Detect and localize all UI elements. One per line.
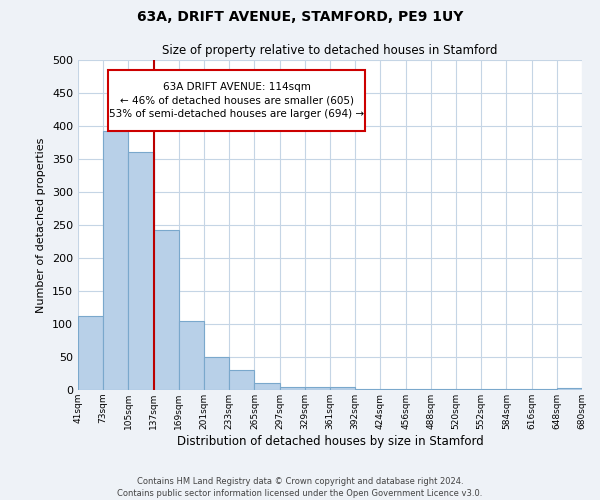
Bar [254,384,280,390]
Text: Contains HM Land Registry data © Crown copyright and database right 2024.
Contai: Contains HM Land Registry data © Crown c… [118,476,482,498]
Bar [154,230,179,390]
Bar [229,370,254,390]
Bar [305,386,330,390]
Y-axis label: Number of detached properties: Number of detached properties [37,138,46,312]
Text: 63A DRIFT AVENUE: 114sqm
← 46% of detached houses are smaller (605)
53% of semi-: 63A DRIFT AVENUE: 114sqm ← 46% of detach… [109,82,364,118]
Title: Size of property relative to detached houses in Stamford: Size of property relative to detached ho… [162,44,498,58]
FancyBboxPatch shape [108,70,365,131]
Bar [557,388,582,390]
Bar [330,386,355,390]
Bar [204,357,229,390]
Text: 63A, DRIFT AVENUE, STAMFORD, PE9 1UY: 63A, DRIFT AVENUE, STAMFORD, PE9 1UY [137,10,463,24]
Bar [78,316,103,390]
Bar [179,320,204,390]
Bar [103,130,128,390]
Bar [280,386,305,390]
Bar [128,152,154,390]
X-axis label: Distribution of detached houses by size in Stamford: Distribution of detached houses by size … [176,434,484,448]
